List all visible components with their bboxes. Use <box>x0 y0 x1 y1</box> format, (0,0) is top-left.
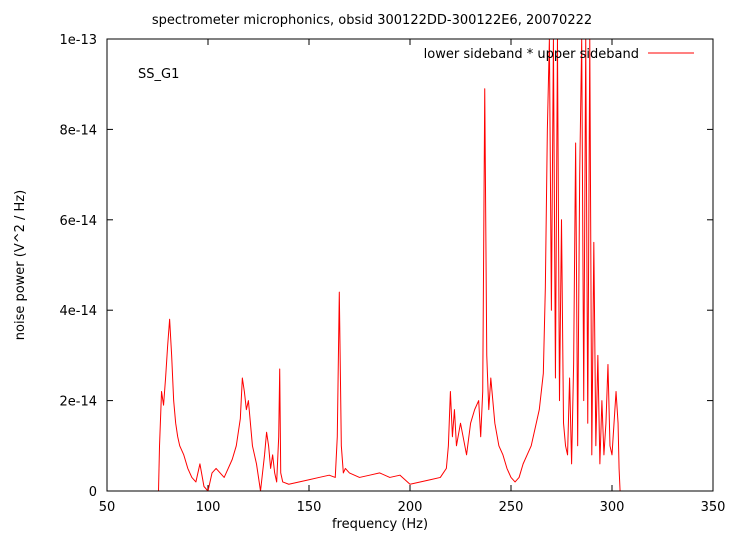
tick-labels: 50 100 150 200 250 300 350 0 2e-14 4e-14 6e-14 8e-1… <box>59 33 725 515</box>
y-tick-label: 4e-14 <box>59 304 97 319</box>
y-tick-label: 2e-14 <box>59 395 97 410</box>
series-line <box>107 38 713 492</box>
axis-ticks <box>106 38 714 492</box>
plot-annotation: SS_G1 <box>138 67 179 82</box>
series-layer <box>107 38 713 492</box>
x-tick-label: 100 <box>196 500 221 515</box>
y-tick-label: 6e-14 <box>59 214 97 229</box>
y-axis-label: noise power (V^2 / Hz) <box>13 190 28 340</box>
x-tick-label: 150 <box>297 500 322 515</box>
y-tick-label: 8e-14 <box>59 123 97 138</box>
legend-label: lower sideband * upper sideband <box>424 47 639 62</box>
x-axis-label: frequency (Hz) <box>332 517 428 532</box>
legend: lower sideband * upper sideband <box>424 47 694 62</box>
y-tick-label: 0 <box>89 485 97 500</box>
x-tick-label: 50 <box>99 500 116 515</box>
y-tick-label: 1e-13 <box>59 33 97 48</box>
chart-title: spectrometer microphonics, obsid 300122D… <box>152 13 592 28</box>
x-tick-label: 350 <box>701 500 726 515</box>
x-tick-label: 250 <box>499 500 524 515</box>
x-tick-label: 200 <box>398 500 423 515</box>
x-tick-label: 300 <box>600 500 625 515</box>
plot-frame <box>106 38 714 492</box>
